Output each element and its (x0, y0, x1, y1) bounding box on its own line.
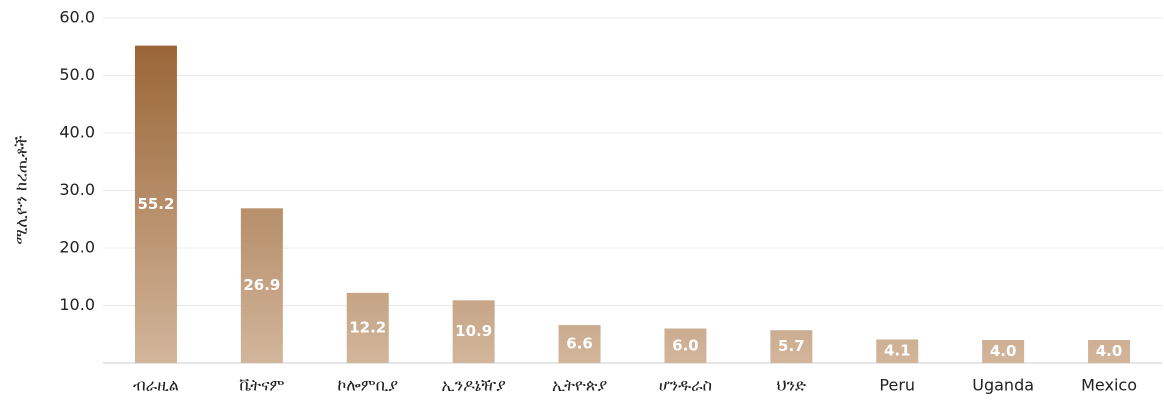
y-tick-label: 10.0 (59, 295, 95, 314)
y-tick-label: 20.0 (59, 238, 95, 257)
y-axis-label: ሚሊዮን ከረጢቶች (12, 135, 31, 244)
bar (558, 325, 601, 363)
value-label: 12.2 (349, 318, 386, 336)
value-label: 6.6 (566, 335, 593, 353)
x-tick-label: ብራዚል (133, 376, 179, 395)
bar (982, 340, 1025, 363)
y-tick-label: 50.0 (59, 65, 95, 84)
bar (134, 45, 177, 363)
x-tick-label: ኢንዶኔዥያ (442, 376, 507, 395)
x-tick-label: Uganda (972, 376, 1034, 395)
value-label: 4.1 (884, 342, 911, 360)
bar (664, 328, 707, 363)
value-label: 4.0 (990, 342, 1017, 360)
x-tick-label: Mexico (1081, 376, 1137, 395)
bar (346, 292, 389, 363)
bar (770, 330, 813, 363)
x-tick-label: ኮሎምቢያ (337, 376, 398, 395)
x-tick-label: ሆንዱራስ (659, 376, 712, 395)
bar (1088, 340, 1131, 363)
y-tick-label: 40.0 (59, 123, 95, 142)
value-label: 6.0 (672, 336, 699, 354)
y-tick-label: 60.0 (59, 8, 95, 27)
x-tick-label: ቬትናም (239, 376, 284, 395)
x-tick-label: Peru (879, 376, 915, 395)
value-label: 4.0 (1096, 342, 1123, 360)
y-tick-label: 30.0 (59, 180, 95, 199)
bar (240, 208, 283, 363)
value-label: 10.9 (455, 322, 492, 340)
value-label: 55.2 (137, 195, 174, 213)
x-tick-label: ኢትዮጵያ (552, 376, 607, 395)
x-tick-label: ህንድ (777, 376, 807, 395)
value-label: 26.9 (243, 276, 280, 294)
value-label: 5.7 (778, 337, 805, 355)
bar (452, 300, 495, 363)
bar (876, 339, 919, 363)
